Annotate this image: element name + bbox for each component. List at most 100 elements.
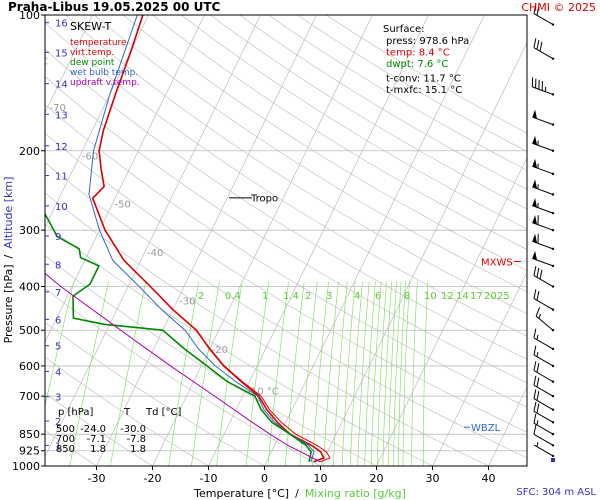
- table-cell: 1.8: [130, 444, 146, 455]
- wind-barb: [533, 389, 555, 411]
- x-tick-label: 0: [261, 472, 268, 485]
- table-header: Td [°C]: [145, 407, 182, 418]
- pressure-tick-label: 1000: [12, 460, 40, 473]
- wind-barb: [531, 77, 555, 96]
- wind-barb-base: [551, 193, 555, 196]
- table-header: p [hPa]: [58, 407, 93, 418]
- pressure-tick-label: 100: [19, 9, 40, 22]
- x-axis-label-separator: /: [295, 487, 299, 500]
- surface-line: temp: 8.4 °C: [386, 48, 450, 59]
- wind-barb-staff: [533, 370, 554, 383]
- pressure-tick-label: 200: [19, 145, 40, 158]
- wind-barb-staff: [533, 47, 554, 60]
- wind-barb-feather: [536, 5, 540, 16]
- dry-adiabat: [45, 288, 322, 466]
- wind-barb-feather: [536, 267, 540, 278]
- mixing-ratio-line: [411, 281, 418, 466]
- wind-barb-half-feather: [538, 313, 542, 319]
- isotherm: [264, 15, 485, 466]
- surface-heading: Surface:: [383, 24, 424, 35]
- wind-barb-feather: [533, 361, 537, 371]
- isotherm: [45, 15, 149, 228]
- wind-barb-base: [551, 329, 555, 332]
- tropopause-label: Tropo: [250, 193, 278, 204]
- mixing-ratio-label: 6: [375, 291, 381, 302]
- wind-barb-feather: [536, 403, 540, 414]
- wind-barb-staff: [533, 422, 554, 435]
- wind-barb: [533, 289, 555, 311]
- wind-barb-pennant: [532, 179, 538, 189]
- isotherm-label: -60: [82, 152, 98, 163]
- wind-barb-feather: [533, 289, 537, 299]
- table-cell: 700: [56, 434, 75, 445]
- wind-barb-feather: [533, 401, 537, 412]
- wind-barb-staff: [533, 13, 554, 25]
- mixing-ratio-line: [423, 281, 429, 466]
- surface-line: t-conv: 11.7 °C: [386, 74, 461, 85]
- wind-barb: [532, 215, 555, 232]
- wind-barb: [532, 233, 555, 251]
- dry-adiabat: [45, 430, 98, 466]
- legend-item-temperature: temperature: [70, 38, 127, 48]
- wind-barb-base: [551, 228, 555, 232]
- wind-barb: [533, 375, 555, 398]
- wind-barb-base: [551, 308, 555, 311]
- pressure-tick-label: 300: [19, 224, 40, 237]
- dry-adiabat: [123, 15, 527, 271]
- mixing-ratio-line: [376, 281, 387, 466]
- dry-adiabat: [45, 22, 527, 337]
- altitude-tick-label: 7: [55, 288, 61, 299]
- wind-barb-staff: [533, 298, 554, 311]
- mixing-ratio-line: [299, 281, 318, 466]
- mixing-ratio-label: 3: [326, 291, 332, 302]
- mxws-label: MXWS: [481, 257, 513, 268]
- x-tick-label: 40: [482, 472, 496, 485]
- legend-item-virt-temp: virt.temp.: [70, 48, 114, 58]
- wind-barb-base: [551, 247, 555, 251]
- isotherm: [45, 15, 205, 343]
- wbzl-label: WBZL: [471, 423, 501, 434]
- dry-adiabat: [45, 49, 527, 360]
- x-axis-label-mixing-ratio: Mixing ratio [g/kg]: [305, 487, 406, 500]
- wind-barb-pennant: [532, 233, 538, 244]
- y-axis-label: Pressure [hPa] / Altitude [km]: [2, 177, 15, 344]
- wind-barb: [533, 413, 555, 436]
- dry-adiabat: [45, 76, 527, 384]
- mixing-ratio-label: 12: [441, 291, 454, 302]
- x-tick-label: -20: [144, 472, 162, 485]
- x-tick-label: -30: [88, 472, 106, 485]
- isotherm-label: -30: [179, 297, 195, 308]
- wind-barb-pennant: [532, 250, 538, 261]
- wind-barbs: [531, 4, 555, 462]
- table-cell: -24.0: [80, 424, 106, 435]
- wind-barb: [532, 198, 555, 215]
- dry-adiabat: [152, 15, 527, 250]
- axis-ticks: -30 -20 -10 0 10 20 30 401002003004005006007008…: [12, 9, 496, 485]
- wind-barb: [533, 4, 555, 26]
- pressure-tick-label: 700: [19, 390, 40, 403]
- wind-barb-staff: [535, 315, 554, 331]
- table-cell: -7.8: [126, 434, 146, 445]
- wind-barb-pennant: [532, 215, 538, 225]
- sounding-series: [45, 15, 331, 463]
- wind-barb-staff: [532, 116, 554, 126]
- wind-barb-base: [551, 432, 555, 436]
- wind-barb-staff: [533, 275, 554, 287]
- surface-wind-marker: [551, 458, 555, 462]
- wind-barb-base: [551, 23, 555, 26]
- wind-barb-feather: [533, 328, 537, 339]
- surface-altitude-label: SFC: 304 m ASL: [516, 487, 596, 498]
- pressure-tick-label: 925: [19, 445, 40, 458]
- x-tick-label: 20: [370, 472, 384, 485]
- wind-barb-pennant: [532, 109, 538, 119]
- wind-barb-staff: [533, 410, 554, 423]
- wind-barb-staff: [533, 433, 554, 446]
- wind-barb-half-feather: [536, 334, 539, 340]
- wind-barb-pennant: [532, 135, 538, 145]
- pressure-tick-label: 850: [19, 428, 40, 441]
- wind-barb-feather: [533, 38, 537, 48]
- isotherm: [488, 386, 527, 466]
- altitude-tick-label: 8: [55, 260, 61, 271]
- isotherm: [152, 15, 373, 466]
